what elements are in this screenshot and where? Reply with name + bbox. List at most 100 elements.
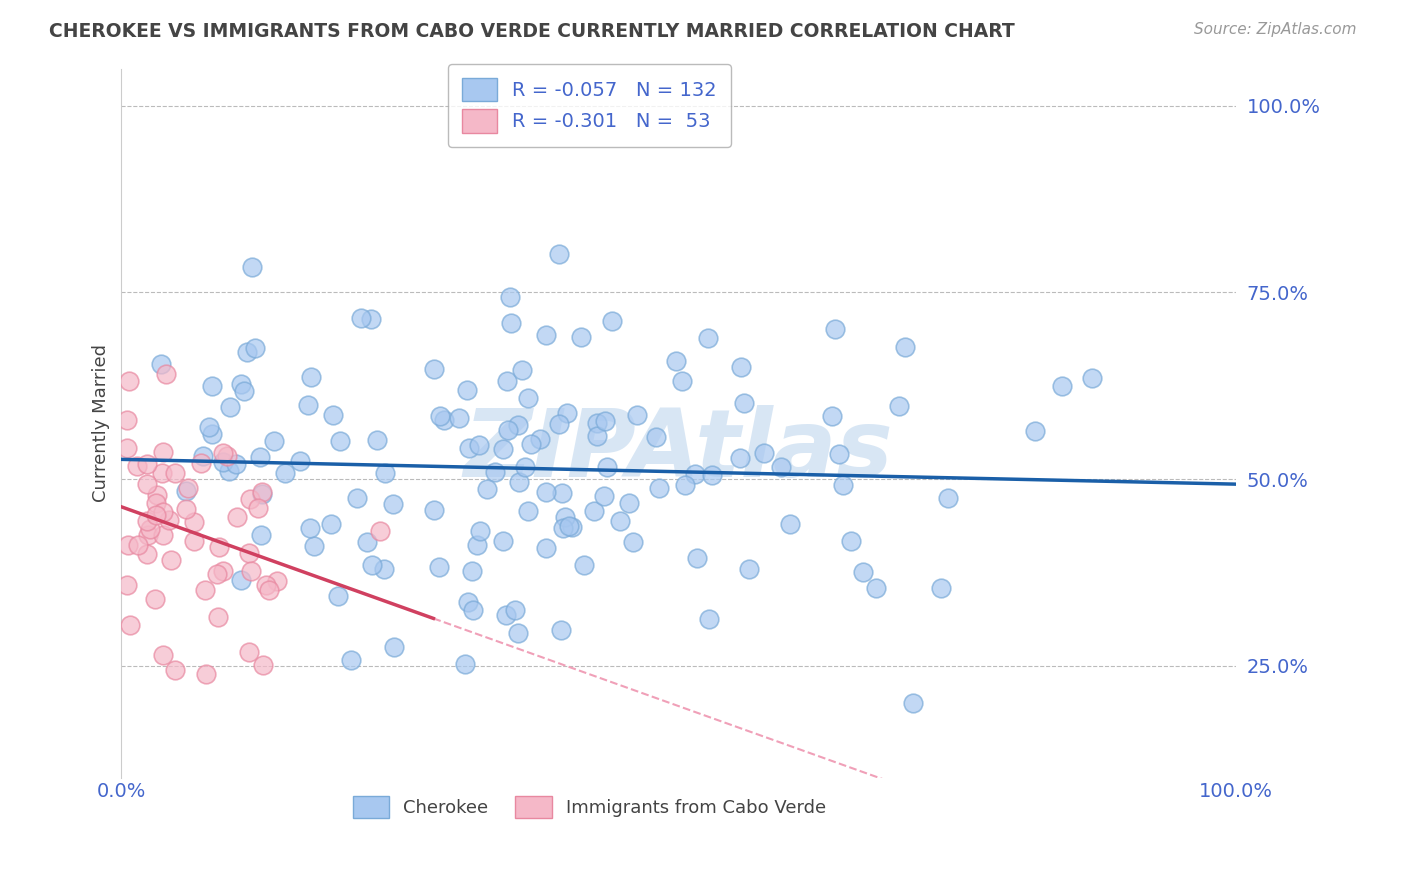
Point xyxy=(496,423,519,437)
Point xyxy=(516,392,538,406)
Point xyxy=(201,426,224,441)
Point xyxy=(903,696,925,710)
Point xyxy=(1024,424,1046,438)
Point xyxy=(671,374,693,388)
Point xyxy=(752,446,775,460)
Point xyxy=(329,434,352,448)
Point xyxy=(205,567,228,582)
Point xyxy=(548,417,571,432)
Point xyxy=(683,467,706,481)
Point xyxy=(592,489,614,503)
Point xyxy=(183,534,205,549)
Point xyxy=(779,516,801,531)
Point xyxy=(619,496,641,510)
Point xyxy=(238,645,260,659)
Point xyxy=(240,260,263,275)
Point xyxy=(356,534,378,549)
Point xyxy=(468,437,491,451)
Point xyxy=(299,370,322,384)
Point xyxy=(191,449,214,463)
Point xyxy=(250,485,273,500)
Point xyxy=(461,564,484,578)
Point xyxy=(236,345,259,359)
Point xyxy=(769,459,792,474)
Point xyxy=(135,547,157,561)
Point xyxy=(700,467,723,482)
Point xyxy=(484,466,506,480)
Point xyxy=(648,481,671,495)
Point xyxy=(319,517,342,532)
Point xyxy=(561,520,583,534)
Point xyxy=(499,289,522,303)
Point xyxy=(197,420,219,434)
Point xyxy=(593,414,616,428)
Point xyxy=(534,328,557,343)
Point xyxy=(195,666,218,681)
Point xyxy=(146,488,169,502)
Point xyxy=(738,562,761,576)
Point xyxy=(733,396,755,410)
Point xyxy=(1050,379,1073,393)
Point xyxy=(212,455,235,469)
Point xyxy=(174,483,197,498)
Point xyxy=(328,590,350,604)
Point xyxy=(194,582,217,597)
Point xyxy=(368,524,391,539)
Point xyxy=(728,450,751,465)
Point xyxy=(297,397,319,411)
Point xyxy=(118,617,141,632)
Point xyxy=(250,528,273,542)
Point xyxy=(506,417,529,432)
Point xyxy=(190,456,212,470)
Point xyxy=(555,406,578,420)
Point xyxy=(252,657,274,672)
Point xyxy=(534,541,557,556)
Point xyxy=(155,367,177,381)
Point xyxy=(547,246,569,260)
Point xyxy=(447,411,470,425)
Point xyxy=(219,400,242,414)
Point xyxy=(574,558,596,573)
Point xyxy=(644,430,666,444)
Point xyxy=(520,437,543,451)
Point xyxy=(238,546,260,560)
Point xyxy=(696,331,718,345)
Point xyxy=(454,657,477,671)
Point xyxy=(828,447,851,461)
Point xyxy=(246,500,269,515)
Point xyxy=(492,534,515,549)
Text: ZIPAtlas: ZIPAtlas xyxy=(464,405,893,498)
Point xyxy=(685,551,707,566)
Point xyxy=(936,491,959,505)
Point xyxy=(832,477,855,491)
Point xyxy=(423,362,446,376)
Point xyxy=(374,466,396,480)
Point xyxy=(373,562,395,576)
Point xyxy=(495,607,517,622)
Point xyxy=(117,537,139,551)
Point xyxy=(238,491,260,506)
Point xyxy=(145,496,167,510)
Point xyxy=(252,487,274,501)
Point xyxy=(609,514,631,528)
Point xyxy=(427,560,450,574)
Point xyxy=(931,581,953,595)
Point xyxy=(152,528,174,542)
Point xyxy=(360,311,382,326)
Text: Source: ZipAtlas.com: Source: ZipAtlas.com xyxy=(1194,22,1357,37)
Point xyxy=(183,515,205,529)
Point xyxy=(117,577,139,591)
Point xyxy=(298,520,321,534)
Point xyxy=(382,640,405,655)
Point xyxy=(225,457,247,471)
Point xyxy=(135,515,157,529)
Legend: Cherokee, Immigrants from Cabo Verde: Cherokee, Immigrants from Cabo Verde xyxy=(346,789,834,825)
Point xyxy=(585,416,607,430)
Point xyxy=(621,535,644,549)
Point xyxy=(423,503,446,517)
Point xyxy=(243,341,266,355)
Point xyxy=(177,481,200,495)
Point xyxy=(852,565,875,579)
Point xyxy=(506,625,529,640)
Point xyxy=(534,485,557,500)
